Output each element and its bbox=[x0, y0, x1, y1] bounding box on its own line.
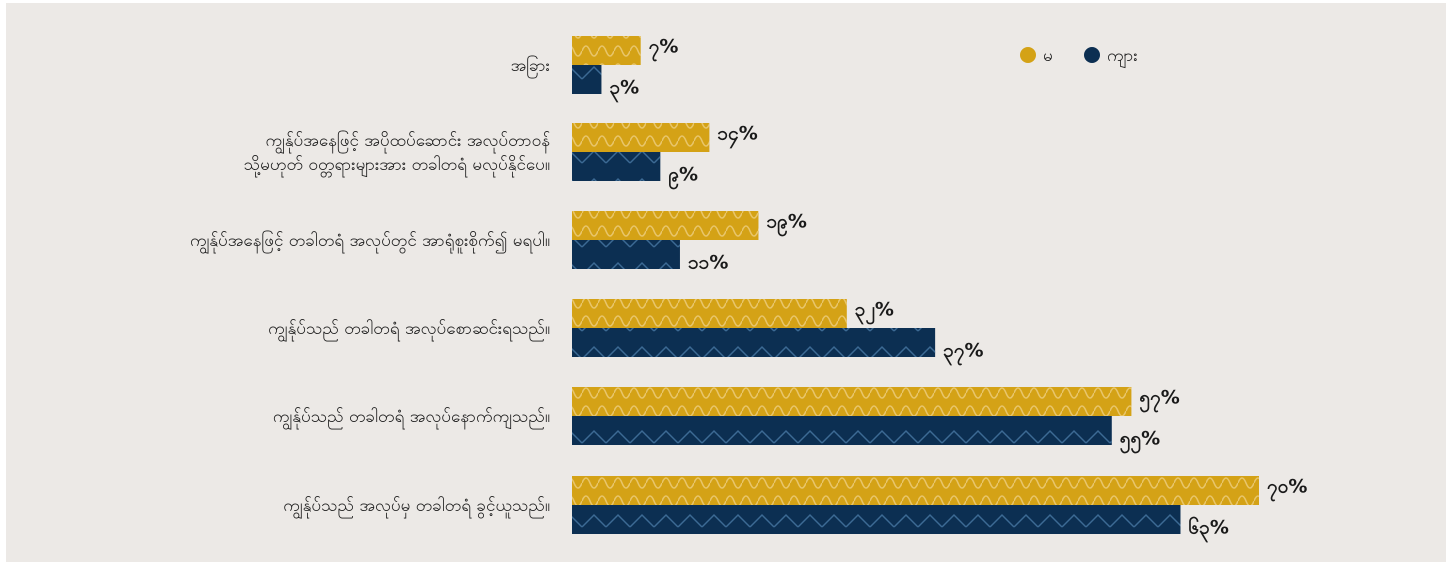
category-label: ကျွန်ုပ်သည် အလုပ်မှ တခါတရံ ခွင့်ယူသည်။ bbox=[283, 495, 550, 520]
legend-label: မ bbox=[1043, 46, 1053, 66]
legend-item: ကျား bbox=[1084, 46, 1138, 69]
category-label: ကျွန်ုပ်သည် တခါတရံ အလုပ်စောဆင်းရသည်။ bbox=[268, 318, 550, 343]
category-label: ကျွန်ုပ်အနေဖြင့် အပိုထပ်ဆောင်း အလုပ်တာဝန… bbox=[244, 129, 550, 178]
bar-female bbox=[572, 36, 641, 65]
bar-male bbox=[572, 505, 1181, 534]
bar-male bbox=[572, 152, 661, 181]
value-label: ၇၀% bbox=[1267, 476, 1307, 503]
bar-male bbox=[572, 416, 1112, 445]
bar-female bbox=[572, 211, 759, 240]
bar-female bbox=[572, 476, 1259, 505]
bar-female bbox=[572, 123, 710, 152]
legend-swatch bbox=[1084, 47, 1100, 63]
bar-male bbox=[572, 328, 936, 357]
bar-female bbox=[572, 387, 1132, 416]
chart-container: အခြား ၇% ၃% ကျွန်ုပ်အနေဖြင့် အပိုထပ်ဆောင်း … bbox=[6, 3, 1446, 562]
legend-item: မ bbox=[1020, 46, 1053, 66]
value-label: ၆၃% bbox=[1188, 515, 1228, 544]
bar-male bbox=[572, 240, 680, 269]
value-label: ၃၂% bbox=[855, 299, 894, 326]
category-label: ကျွန်ုပ်အနေဖြင့် တခါတရံ အလုပ်တွင် အာရုံစ… bbox=[190, 229, 550, 255]
bar-chart: အခြား ၇% ၃% ကျွန်ုပ်အနေဖြင့် အပိုထပ်ဆောင်း … bbox=[190, 36, 1307, 544]
category-label: ကျွန်ုပ်သည် တခါတရံ အလုပ်နောက်ကျသည်။ bbox=[273, 406, 550, 431]
bar-male bbox=[572, 65, 602, 94]
value-label: ၅၅% bbox=[1120, 428, 1160, 455]
category-label: အခြား bbox=[511, 54, 550, 79]
value-label: ၅၇% bbox=[1139, 387, 1179, 414]
value-label: ၃၇% bbox=[943, 340, 983, 367]
legend: မ ကျား bbox=[1020, 46, 1138, 69]
legend-swatch bbox=[1020, 47, 1036, 63]
bar-female bbox=[572, 299, 847, 328]
value-label: ၁၄% bbox=[717, 123, 757, 150]
value-label: ၇% bbox=[649, 36, 679, 63]
value-label: ၃% bbox=[609, 77, 639, 104]
legend-label: ကျား bbox=[1107, 46, 1138, 69]
value-label: ၁၉% bbox=[766, 211, 806, 238]
value-label: ၁၁% bbox=[688, 252, 728, 274]
value-label: ၉% bbox=[668, 164, 698, 191]
